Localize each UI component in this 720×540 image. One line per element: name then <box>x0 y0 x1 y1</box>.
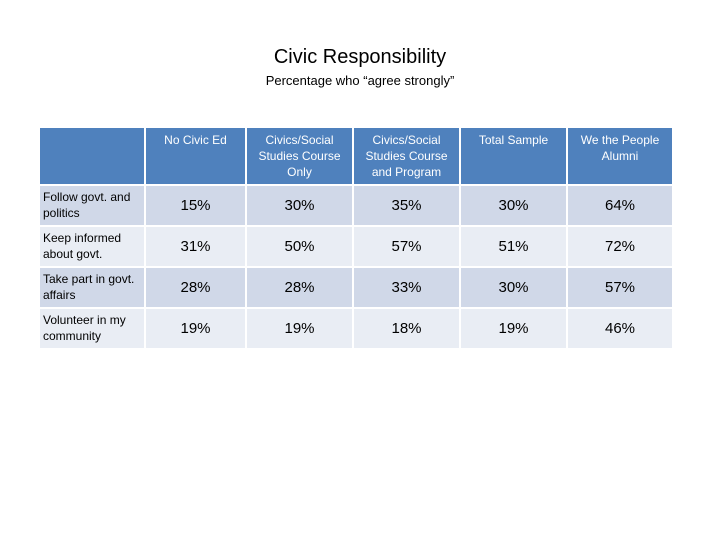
table-cell: 35% <box>354 186 459 225</box>
table-cell: 18% <box>354 309 459 348</box>
data-table: No Civic Ed Civics/Social Studies Course… <box>38 126 674 350</box>
table-cell: 33% <box>354 268 459 307</box>
table-cell: 30% <box>247 186 352 225</box>
table-cell: 57% <box>354 227 459 266</box>
column-header-we-the-people-alumni: We the People Alumni <box>568 128 672 184</box>
column-header-course-only: Civics/Social Studies Course Only <box>247 128 352 184</box>
table-cell: 19% <box>247 309 352 348</box>
page-title: Civic Responsibility <box>273 46 447 68</box>
table-cell: 28% <box>247 268 352 307</box>
table-cell: 19% <box>461 309 566 348</box>
column-header-course-and-program: Civics/Social Studies Course and Program <box>354 128 459 184</box>
table-cell: 50% <box>247 227 352 266</box>
table-row: Follow govt. and politics 15% 30% 35% 30… <box>40 186 672 225</box>
table-cell: 19% <box>146 309 245 348</box>
row-header: Follow govt. and politics <box>40 186 144 225</box>
row-header: Take part in govt. affairs <box>40 268 144 307</box>
table-row: Volunteer in my community 19% 19% 18% 19… <box>40 309 672 348</box>
table-cell: 15% <box>146 186 245 225</box>
page-subtitle: Percentage who “agree strongly” <box>265 73 455 88</box>
table-row: Take part in govt. affairs 28% 28% 33% 3… <box>40 268 672 307</box>
table-cell: 72% <box>568 227 672 266</box>
table-cell: 28% <box>146 268 245 307</box>
table-cell: 64% <box>568 186 672 225</box>
row-header: Keep informed about govt. <box>40 227 144 266</box>
table-cell: 57% <box>568 268 672 307</box>
table-cell: 51% <box>461 227 566 266</box>
row-header: Volunteer in my community <box>40 309 144 348</box>
table-corner-cell <box>40 128 144 184</box>
column-header-total-sample: Total Sample <box>461 128 566 184</box>
header-row: No Civic Ed Civics/Social Studies Course… <box>40 128 672 184</box>
column-header-no-civic-ed: No Civic Ed <box>146 128 245 184</box>
table-cell: 30% <box>461 186 566 225</box>
table-cell: 31% <box>146 227 245 266</box>
table-cell: 30% <box>461 268 566 307</box>
table-cell: 46% <box>568 309 672 348</box>
table-row: Keep informed about govt. 31% 50% 57% 51… <box>40 227 672 266</box>
